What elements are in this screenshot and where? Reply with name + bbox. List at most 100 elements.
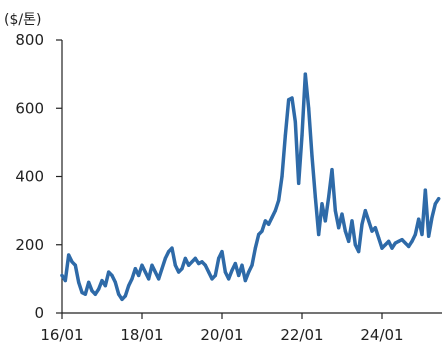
data-point [60, 273, 64, 278]
x-tick-label: 24/01 [360, 326, 403, 344]
data-point [133, 267, 137, 271]
data-point [287, 98, 291, 102]
data-point [113, 280, 117, 284]
data-point [270, 215, 274, 220]
data-point [97, 287, 101, 291]
data-point [210, 277, 214, 281]
data-point [220, 249, 224, 254]
data-point [407, 244, 411, 249]
data-point [67, 253, 71, 257]
data-point [110, 273, 114, 278]
data-point [337, 226, 341, 230]
data-point [340, 212, 344, 216]
data-point [103, 284, 107, 288]
data-point [150, 263, 154, 267]
data-point [137, 273, 141, 278]
data-point [127, 284, 131, 288]
x-tick-label: 20/01 [200, 326, 243, 344]
series-line [60, 72, 441, 302]
data-point [77, 280, 81, 284]
data-point [433, 202, 437, 206]
data-point [263, 219, 267, 223]
data-point [297, 181, 301, 185]
data-point [357, 249, 361, 254]
data-point [350, 219, 354, 223]
data-point [390, 246, 394, 250]
data-point [193, 256, 197, 260]
data-point [403, 241, 407, 245]
y-tick-label: 0 [34, 304, 44, 322]
data-point [223, 270, 227, 274]
data-point [430, 215, 434, 220]
data-point [373, 226, 377, 230]
data-point [387, 239, 391, 243]
data-point [420, 232, 424, 237]
series-group [60, 72, 441, 302]
data-point [177, 270, 181, 274]
data-point [260, 229, 264, 233]
data-point [347, 239, 351, 243]
data-point [187, 263, 191, 267]
data-point [257, 232, 261, 237]
data-point [317, 232, 321, 237]
data-point [313, 195, 317, 199]
data-point [160, 267, 164, 271]
data-point [240, 263, 244, 267]
data-point [370, 229, 374, 233]
data-point [300, 133, 304, 138]
data-point [107, 270, 111, 274]
data-point [87, 280, 91, 284]
data-point [353, 243, 357, 247]
data-point [437, 197, 441, 201]
data-point [280, 174, 284, 179]
data-point [273, 209, 277, 213]
data-point [267, 222, 271, 226]
data-point [303, 72, 307, 76]
data-point [180, 267, 184, 271]
data-point [320, 202, 324, 206]
data-point [367, 219, 371, 223]
y-tick-label: 200 [15, 236, 44, 254]
data-point [90, 289, 94, 293]
data-point [343, 229, 347, 233]
y-tick-label: 600 [15, 99, 44, 117]
data-point [80, 290, 84, 295]
x-tick-label: 16/01 [40, 326, 83, 344]
y-axis-unit-label: ($/톤) [4, 12, 41, 28]
data-point [207, 270, 211, 274]
data-point [183, 256, 187, 260]
y-tick-label: 400 [15, 168, 44, 186]
data-point [293, 120, 297, 124]
data-point [117, 292, 121, 296]
y-tick-label: 800 [15, 31, 44, 49]
data-point [217, 256, 221, 260]
x-tick-label: 18/01 [120, 326, 163, 344]
x-tick-label: 22/01 [280, 326, 323, 344]
data-point [233, 261, 237, 266]
data-point [397, 239, 401, 243]
data-point [93, 292, 97, 296]
data-point [167, 249, 171, 254]
data-point [307, 106, 311, 110]
y-axis-ticks: 0 200 400 600 800 [15, 31, 62, 322]
data-point [330, 168, 334, 172]
data-point [377, 236, 381, 240]
data-point [247, 270, 251, 274]
data-point [170, 246, 174, 250]
data-point [360, 222, 364, 226]
x-axis-ticks: 16/01 18/01 20/01 22/01 24/01 [40, 313, 404, 344]
data-point [123, 294, 127, 298]
data-point [243, 278, 247, 283]
data-point [200, 260, 204, 264]
data-point [410, 239, 414, 243]
data-point [100, 278, 104, 283]
data-point [73, 263, 77, 267]
data-point [413, 232, 417, 237]
data-point [237, 273, 241, 278]
data-point [197, 261, 201, 266]
data-point [203, 263, 207, 267]
data-point [253, 246, 257, 250]
data-point [63, 278, 67, 283]
data-point [230, 268, 234, 272]
